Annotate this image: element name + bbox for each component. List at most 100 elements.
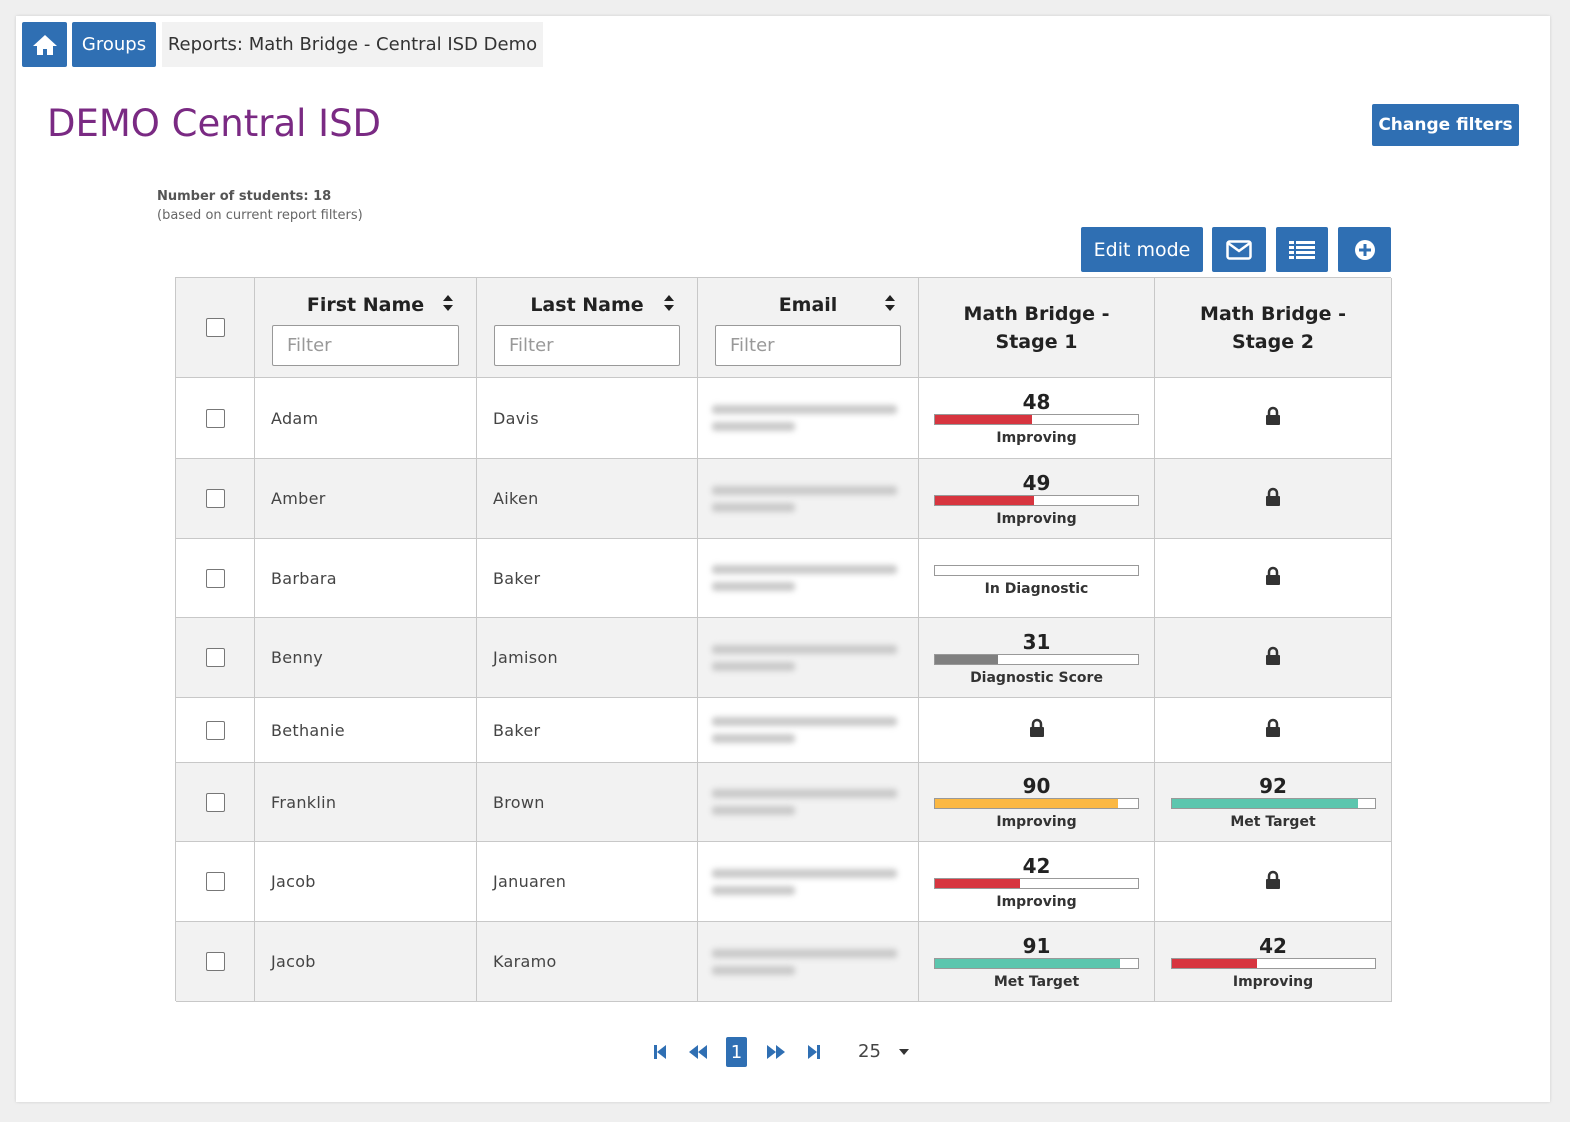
first-name: Bethanie [271,720,345,740]
pagination: 1 25 [640,1036,940,1068]
table-cell: Jamison [477,618,698,698]
progress-bar [934,957,1139,969]
progress-bar [1170,957,1376,969]
student-count-note: (based on current report filters) [157,208,363,223]
progress-bar [934,414,1139,425]
row-checkbox[interactable] [205,408,225,428]
table-cell: 49 Improving [919,459,1155,539]
filter-input[interactable]: Filter [494,325,680,366]
table-cell [698,539,919,618]
header-cell: Math Bridge - Stage 2 [1155,278,1392,378]
table-cell [698,378,919,459]
row-checkbox[interactable] [205,792,225,812]
sort-icon[interactable] [884,294,896,312]
sort-icon[interactable] [442,294,454,312]
lock-icon [1029,718,1044,737]
row-checkbox[interactable] [205,568,225,588]
first-page-button[interactable] [652,1044,668,1060]
last-name: Baker [493,720,541,740]
table-cell: Baker [477,539,698,618]
add-button[interactable] [1338,227,1391,272]
row-checkbox[interactable] [205,489,225,508]
table-cell [176,618,255,698]
table-cell [1155,698,1392,763]
progress-fill [935,654,998,664]
table-cell [1155,378,1392,459]
row-checkbox[interactable] [205,952,225,971]
page-size-caret[interactable] [898,1048,910,1056]
list-button[interactable] [1276,227,1328,272]
table-cell: Brown [477,763,698,842]
table-cell: 42 Improving [919,842,1155,922]
status: Diagnostic Score [970,669,1103,686]
first-name: Jacob [271,952,316,971]
first-name: Adam [271,408,319,428]
score: 48 [1022,390,1051,414]
sort-icon[interactable] [663,294,675,312]
table-cell: Januaren [477,842,698,922]
table-cell: Amber [255,459,477,539]
table-cell: Baker [477,698,698,763]
row-checkbox[interactable] [205,720,225,740]
next-page-button[interactable] [766,1044,786,1060]
status: Improving [996,510,1077,527]
groups-link[interactable]: Groups [72,22,156,67]
table-cell: In Diagnostic [919,539,1155,618]
status: In Diagnostic [984,581,1089,597]
table-cell [1155,842,1392,922]
status: Met Target [993,973,1080,990]
edit-mode-button[interactable]: Edit mode [1081,227,1203,272]
row-checkbox[interactable] [205,648,225,667]
progress-bar [934,565,1139,576]
table-cell: 90 Improving [919,763,1155,842]
table-cell [1155,539,1392,618]
table-cell [176,842,255,922]
lock-icon [1266,566,1280,585]
table-cell [1155,618,1392,698]
blurred-email [712,781,897,823]
filter-input[interactable]: Filter [715,325,901,366]
home-button[interactable] [22,22,67,67]
row-checkbox[interactable] [205,872,225,891]
table-cell [698,842,919,922]
lock [1265,646,1281,670]
progress-fill [935,958,1120,968]
select-all-checkbox[interactable] [205,318,225,337]
page-size[interactable]: 25 [858,1041,881,1062]
first-name: Franklin [271,792,337,812]
score: 31 [1022,629,1051,654]
plus-icon [1354,239,1375,260]
table-cell [176,763,255,842]
table-cell: Jacob [255,842,477,922]
table-cell: 91 Met Target [919,922,1155,1002]
prev-page-button[interactable] [688,1044,708,1060]
table-cell: Barbara [255,539,477,618]
table-cell [176,922,255,1002]
student-table: First Name Filter Last Name Filter Email Filt… [175,277,1392,1002]
table-cell: 48 Improving [919,378,1155,459]
score: 90 [1022,774,1051,798]
current-page[interactable]: 1 [726,1037,747,1067]
progress-fill [1171,958,1257,968]
table-cell [698,698,919,763]
table-cell [176,698,255,763]
progress-bar [1170,798,1376,809]
table-cell [698,763,919,842]
lock-icon [1266,718,1280,737]
header-cell: Email Filter [698,278,919,378]
change-filters-button[interactable]: Change filters [1372,104,1519,146]
last-page-button[interactable] [806,1044,822,1060]
lock [1265,406,1281,430]
first-name: Benny [271,648,324,667]
lock-icon [1266,870,1280,889]
email-button[interactable] [1212,227,1266,272]
breadcrumb-current: Reports: Math Bridge - Central ISD Demo [162,22,543,67]
filter-input[interactable]: Filter [272,325,459,366]
student-count-label: Number of students: [157,189,309,204]
lock [1265,566,1281,590]
score: 92 [1259,774,1287,798]
blurred-email [712,709,897,751]
lock-icon [1266,646,1280,665]
progress-fill [935,495,1035,505]
